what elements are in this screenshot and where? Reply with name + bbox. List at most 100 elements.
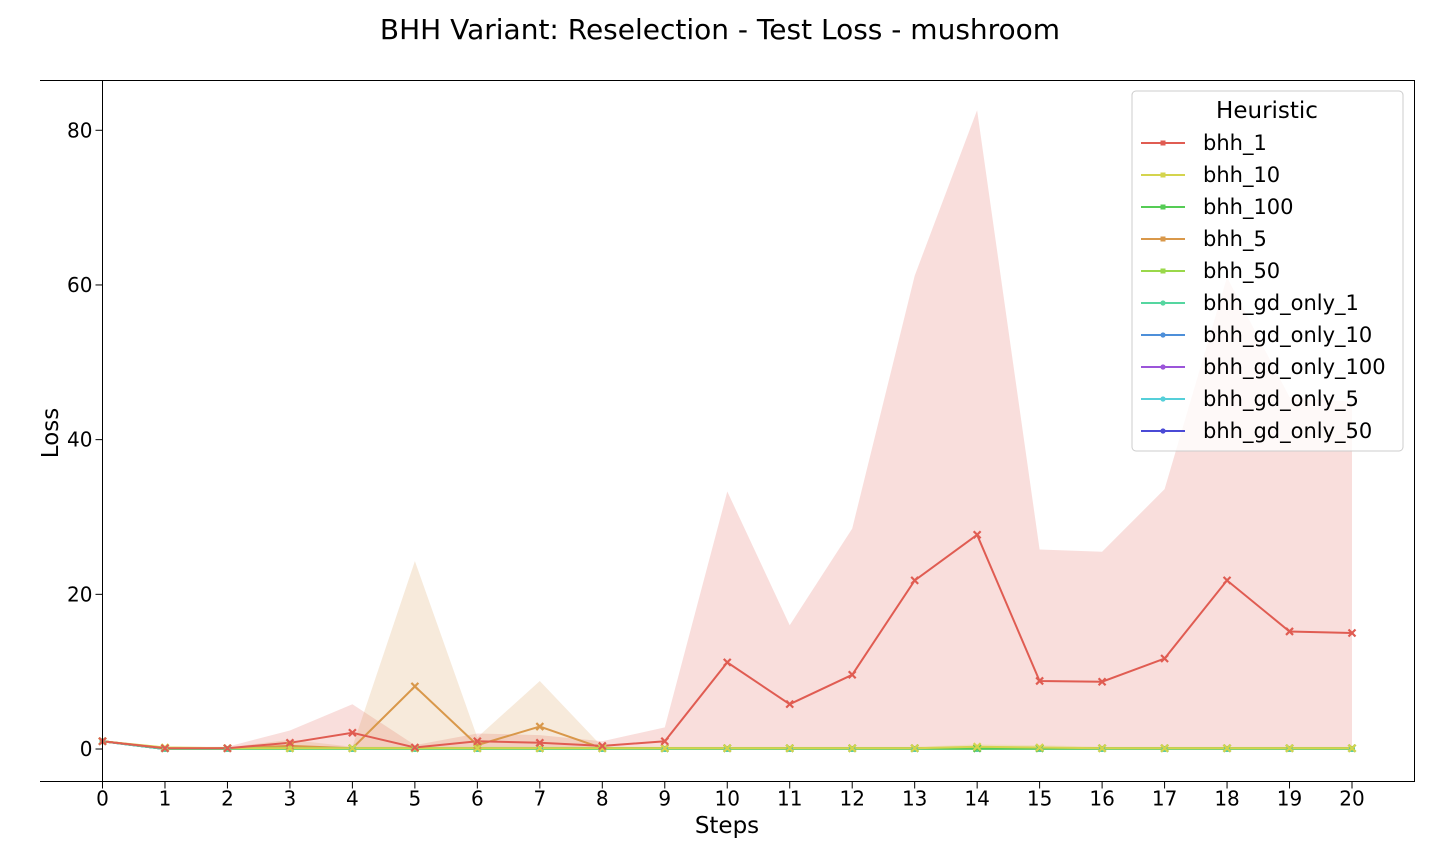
band-bhh_1 bbox=[102, 110, 1352, 749]
marker-bhh_10 bbox=[1097, 743, 1107, 753]
marker-bhh_10 bbox=[1347, 743, 1357, 753]
chart-title: BHH Variant: Reselection - Test Loss - m… bbox=[380, 13, 1060, 46]
marker-bhh_10 bbox=[1160, 743, 1169, 753]
marker-bhh_1 bbox=[1035, 676, 1044, 686]
x-tick-label: 2 bbox=[221, 787, 234, 811]
marker-bhh_10 bbox=[473, 743, 482, 753]
marker-bhh_10 bbox=[972, 742, 982, 751]
legend-item-bhh_gd_only_50: bhh_gd_only_50 bbox=[1141, 419, 1372, 444]
legend-items: bhh_1 bhh_10 bhh_100 bhh_5 bhh_50 bhh_gd_only… bbox=[1141, 131, 1386, 444]
marker-bhh_1 bbox=[972, 530, 982, 540]
legend-label: bhh_gd_only_5 bbox=[1203, 387, 1359, 412]
legend-item-bhh_50: bhh_50 bbox=[1141, 259, 1280, 284]
legend-item-bhh_100: bhh_100 bbox=[1141, 195, 1294, 220]
legend-marker bbox=[1160, 364, 1166, 370]
legend-marker bbox=[1160, 300, 1166, 306]
marker-bhh_1 bbox=[473, 737, 482, 746]
x-tick-label: 18 bbox=[1214, 787, 1239, 811]
legend-item-bhh_gd_only_10: bhh_gd_only_10 bbox=[1141, 323, 1372, 348]
x-tick-label: 5 bbox=[409, 787, 422, 811]
legend-title: Heuristic bbox=[1216, 98, 1318, 124]
x-tick-label: 17 bbox=[1152, 787, 1177, 811]
marker-bhh_10 bbox=[910, 743, 919, 753]
y-axis-ticks: 0 20 40 60 80 bbox=[67, 118, 103, 761]
legend-label: bhh_gd_only_100 bbox=[1203, 355, 1386, 380]
marker-bhh_10 bbox=[722, 743, 732, 753]
legend-label: bhh_5 bbox=[1203, 227, 1267, 252]
x-tick-label: 6 bbox=[471, 787, 484, 811]
x-tick-label: 1 bbox=[159, 787, 172, 811]
legend-item-bhh_1: bhh_1 bbox=[1141, 131, 1267, 156]
legend-marker bbox=[1160, 428, 1166, 434]
legend: Heuristic bhh_1 bhh_10 bhh_100 bhh_5 bhh_50b… bbox=[1131, 90, 1404, 452]
marker-bhh_1 bbox=[1160, 654, 1169, 663]
y-axis-title: Loss bbox=[38, 408, 64, 458]
legend-label: bhh_50 bbox=[1203, 259, 1280, 284]
legend-item-bhh_5: bhh_5 bbox=[1141, 227, 1267, 252]
legend-item-bhh_gd_only_1: bhh_gd_only_1 bbox=[1141, 291, 1359, 316]
marker-bhh_10 bbox=[598, 743, 607, 753]
x-tick-label: 3 bbox=[284, 787, 297, 811]
legend-label: bhh_gd_only_10 bbox=[1203, 323, 1372, 348]
marker-bhh_10 bbox=[1222, 743, 1232, 753]
x-tick-label: 0 bbox=[96, 787, 109, 811]
legend-marker bbox=[1160, 332, 1166, 338]
marker-bhh_1 bbox=[598, 741, 607, 751]
band-bhh_5 bbox=[102, 561, 1352, 749]
legend-item-bhh_gd_only_100: bhh_gd_only_100 bbox=[1141, 355, 1386, 380]
marker-bhh_1 bbox=[660, 737, 670, 746]
x-axis-ticks: 0 1 2 3 4 5 6 7 8 9 10 11 12 13 14 15 16 17 18 19 20 bbox=[96, 781, 1365, 811]
legend-marker bbox=[1160, 236, 1166, 242]
x-tick-label: 9 bbox=[658, 787, 671, 811]
marker-bhh_10 bbox=[1285, 743, 1294, 753]
x-tick-label: 14 bbox=[964, 787, 989, 811]
marker-bhh_1 bbox=[1222, 576, 1232, 585]
marker-bhh_1 bbox=[535, 738, 545, 748]
legend-label: bhh_1 bbox=[1203, 131, 1267, 156]
x-tick-label: 19 bbox=[1277, 787, 1302, 811]
marker-bhh_5 bbox=[410, 682, 420, 691]
marker-bhh_1 bbox=[348, 728, 357, 738]
legend-marker bbox=[1160, 204, 1166, 210]
marker-bhh_1 bbox=[410, 743, 420, 752]
legend-label: bhh_100 bbox=[1203, 195, 1294, 220]
marker-bhh_1 bbox=[223, 743, 232, 753]
legend-marker bbox=[1160, 396, 1166, 402]
marker-bhh_10 bbox=[660, 743, 670, 753]
marker-bhh_10 bbox=[1035, 743, 1044, 752]
marker-bhh_1 bbox=[1347, 628, 1357, 638]
legend-marker bbox=[1160, 140, 1166, 146]
y-tick-label: 60 bbox=[67, 273, 92, 297]
legend-item-bhh_gd_only_5: bhh_gd_only_5 bbox=[1141, 387, 1359, 412]
legend-marker bbox=[1160, 172, 1166, 178]
x-tick-label: 15 bbox=[1027, 787, 1052, 811]
marker-bhh_10 bbox=[348, 743, 357, 753]
legend-label: bhh_gd_only_50 bbox=[1203, 419, 1372, 444]
marker-bhh_1 bbox=[722, 658, 732, 667]
y-tick-label: 80 bbox=[67, 118, 92, 142]
marker-bhh_10 bbox=[847, 743, 857, 753]
marker-bhh_1 bbox=[160, 743, 170, 753]
x-tick-label: 10 bbox=[715, 787, 740, 811]
series-markers bbox=[98, 530, 1357, 753]
y-tick-label: 40 bbox=[67, 428, 92, 452]
x-tick-label: 13 bbox=[902, 787, 927, 811]
legend-box bbox=[1131, 90, 1404, 452]
y-tick-label: 0 bbox=[80, 737, 93, 761]
legend-item-bhh_10: bhh_10 bbox=[1141, 163, 1280, 188]
marker-bhh_1 bbox=[285, 738, 295, 748]
marker-bhh_1 bbox=[1097, 677, 1107, 687]
marker-bhh_1 bbox=[785, 699, 795, 709]
x-tick-label: 8 bbox=[596, 787, 609, 811]
x-tick-label: 12 bbox=[839, 787, 864, 811]
x-axis-title: Steps bbox=[695, 813, 759, 839]
legend-label: bhh_gd_only_1 bbox=[1203, 291, 1359, 316]
marker-bhh_5 bbox=[535, 722, 545, 731]
legend-label: bhh_10 bbox=[1203, 163, 1280, 188]
marker-bhh_5 bbox=[285, 741, 295, 751]
y-tick-label: 20 bbox=[67, 582, 92, 606]
marker-bhh_1 bbox=[1285, 627, 1294, 636]
x-tick-label: 7 bbox=[533, 787, 546, 811]
x-tick-label: 11 bbox=[777, 787, 802, 811]
